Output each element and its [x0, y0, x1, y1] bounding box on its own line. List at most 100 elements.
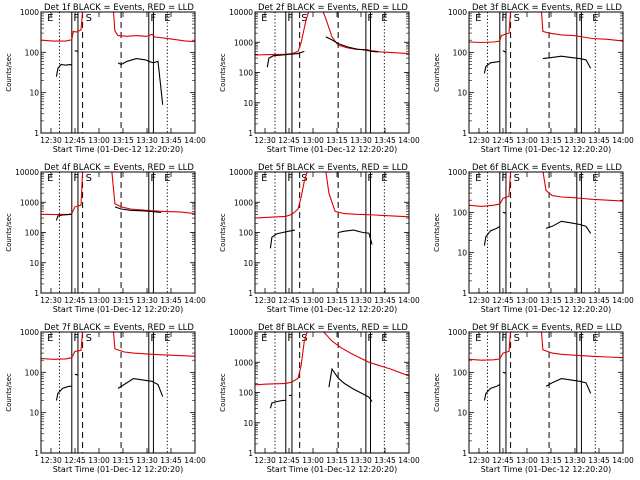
- chart9-ytick-label: 1: [462, 449, 467, 458]
- chart9-marker: F: [578, 333, 584, 344]
- chart1-xtick-label: 13:45: [160, 136, 182, 145]
- chart7-lld-series: [41, 332, 195, 360]
- chart4-title: Det 4f BLACK = Events, RED = LLD: [44, 163, 194, 173]
- chart5-ylabel: Counts/sec: [219, 213, 227, 252]
- chart5-marker: S: [301, 173, 307, 184]
- chart3-ytick-label: 10: [457, 89, 467, 98]
- chart1-panel: Det 1f BLACK = Events, RED = LLD Counts/s…: [5, 3, 206, 154]
- chart2-xtick-label: 13:45: [374, 136, 396, 145]
- chart4-marker: S: [86, 173, 92, 184]
- chart5-title: Det 5f BLACK = Events, RED = LLD: [258, 163, 408, 173]
- chart5-xlabel: Start Time (01-Dec-12 12:20:20): [267, 305, 398, 314]
- chart6-ytick-label: 100: [453, 208, 468, 217]
- chart5-xtick-label: 14:00: [398, 296, 420, 305]
- chart9-xtick-label: 13:45: [588, 456, 610, 465]
- chart3-marker: F: [578, 13, 584, 24]
- chart2-xlabel: Start Time (01-Dec-12 12:20:20): [267, 145, 398, 154]
- chart8-xtick-label: 12:45: [278, 456, 300, 465]
- chart4-lld-series: [41, 172, 195, 216]
- chart1-events-series: [55, 50, 164, 105]
- chart4-marker: F: [150, 173, 156, 184]
- chart6-xtick-label: 13:30: [564, 296, 586, 305]
- chart7-ylabel: Counts/sec: [5, 373, 13, 412]
- chart6-lld-series: [469, 172, 623, 207]
- chart2-ytick-label: 100: [239, 69, 254, 78]
- chart8-frame: [254, 331, 410, 454]
- chart9-marker: S: [514, 333, 520, 344]
- chart8-marker: S: [301, 333, 307, 344]
- chart4-xtick-label: 13:30: [136, 296, 158, 305]
- chart8-ytick-label: 1000: [234, 358, 253, 367]
- chart5-xtick-label: 13:15: [326, 296, 348, 305]
- chart4-xlabel: Start Time (01-Dec-12 12:20:20): [53, 305, 184, 314]
- chart4-marker: E: [47, 173, 53, 184]
- chart7-marker: S: [86, 333, 92, 344]
- chart9-lld-series: [469, 332, 623, 361]
- chart7-xlabel: Start Time (01-Dec-12 12:20:20): [53, 465, 184, 474]
- chart7-xtick-label: 14:00: [184, 456, 206, 465]
- chart6-xtick-label: 13:00: [516, 296, 538, 305]
- chart9-xtick-label: 12:30: [468, 456, 490, 465]
- chart3-xtick-label: 13:30: [564, 136, 586, 145]
- chart9-xtick-label: 12:45: [492, 456, 514, 465]
- chart5-marker: E: [261, 173, 267, 184]
- chart1-xtick-label: 13:15: [112, 136, 134, 145]
- chart8-panel: Det 8f BLACK = Events, RED = LLD Counts/s…: [219, 323, 420, 474]
- chart8-title: Det 8f BLACK = Events, RED = LLD: [258, 323, 408, 333]
- chart4-xtick-label: 13:15: [112, 296, 134, 305]
- chart6-marker: E: [475, 173, 481, 184]
- chart9-title: Det 9f BLACK = Events, RED = LLD: [472, 323, 622, 333]
- chart6-marker: F: [578, 173, 584, 184]
- chart3-xlabel: Start Time (01-Dec-12 12:20:20): [481, 145, 612, 154]
- chart1-xtick-label: 14:00: [184, 136, 206, 145]
- chart2-panel: Det 2f BLACK = Events, RED = LLD Counts/s…: [219, 3, 420, 154]
- chart1-ytick-label: 1000: [20, 8, 39, 17]
- chart3-xtick-label: 13:45: [588, 136, 610, 145]
- chart2-xtick-label: 12:45: [278, 136, 300, 145]
- chart6-ytick-label: 1000: [448, 168, 467, 177]
- chart1-frame: [40, 11, 196, 134]
- chart4-events-series: [55, 206, 162, 221]
- chart2-marker: E: [261, 13, 267, 24]
- chart2-xtick-label: 13:15: [326, 136, 348, 145]
- chart7-frame: [40, 331, 196, 454]
- chart1-marker: F: [73, 13, 79, 24]
- chart5-xtick-label: 13:30: [350, 296, 372, 305]
- chart1-xtick-label: 13:30: [136, 136, 158, 145]
- chart7-panel: Det 7f BLACK = Events, RED = LLD Counts/s…: [5, 323, 206, 474]
- chart4-panel: Det 4f BLACK = Events, RED = LLD Counts/s…: [5, 163, 206, 314]
- chart5-xtick-label: 13:45: [374, 296, 396, 305]
- chart3-ytick-label: 1000: [448, 8, 467, 17]
- chart3-events-series: [483, 50, 592, 74]
- chart3-lld-series: [469, 12, 623, 44]
- chart1-ytick-label: 10: [29, 89, 39, 98]
- chart9-frame: [468, 331, 624, 454]
- chart5-panel: Det 5f BLACK = Events, RED = LLD Counts/s…: [219, 163, 420, 314]
- chart5-ytick-label: 100: [239, 229, 254, 238]
- chart4-marker: E: [164, 173, 170, 184]
- chart9-xtick-label: 13:15: [540, 456, 562, 465]
- chart3-xtick-label: 13:15: [540, 136, 562, 145]
- chart7-marker: F: [150, 333, 156, 344]
- chart1-title: Det 1f BLACK = Events, RED = LLD: [44, 3, 194, 13]
- chart6-frame: [468, 171, 624, 294]
- chart6-xtick-label: 12:45: [492, 296, 514, 305]
- chart2-ytick-label: 1: [248, 129, 253, 138]
- chart2-marker: F: [367, 13, 373, 24]
- chart1-xtick-label: 12:45: [64, 136, 86, 145]
- chart2-marker: F: [287, 13, 293, 24]
- chart9-xtick-label: 13:30: [564, 456, 586, 465]
- chart8-xtick-label: 14:00: [398, 456, 420, 465]
- chart2-ytick-label: 10000: [229, 8, 253, 17]
- chart3-xtick-label: 13:00: [516, 136, 538, 145]
- chart2-xtick-label: 14:00: [398, 136, 420, 145]
- chart4-ytick-label: 10000: [15, 168, 39, 177]
- chart9-marker: E: [592, 333, 598, 344]
- chart5-ytick-label: 1: [248, 289, 253, 298]
- chart1-ylabel: Counts/sec: [5, 53, 13, 92]
- chart9-ylabel: Counts/sec: [433, 373, 441, 412]
- chart8-xtick-label: 12:30: [254, 456, 276, 465]
- chart1-ytick-label: 1: [34, 129, 39, 138]
- chart2-frame: [254, 11, 410, 134]
- chart5-marker: E: [381, 173, 387, 184]
